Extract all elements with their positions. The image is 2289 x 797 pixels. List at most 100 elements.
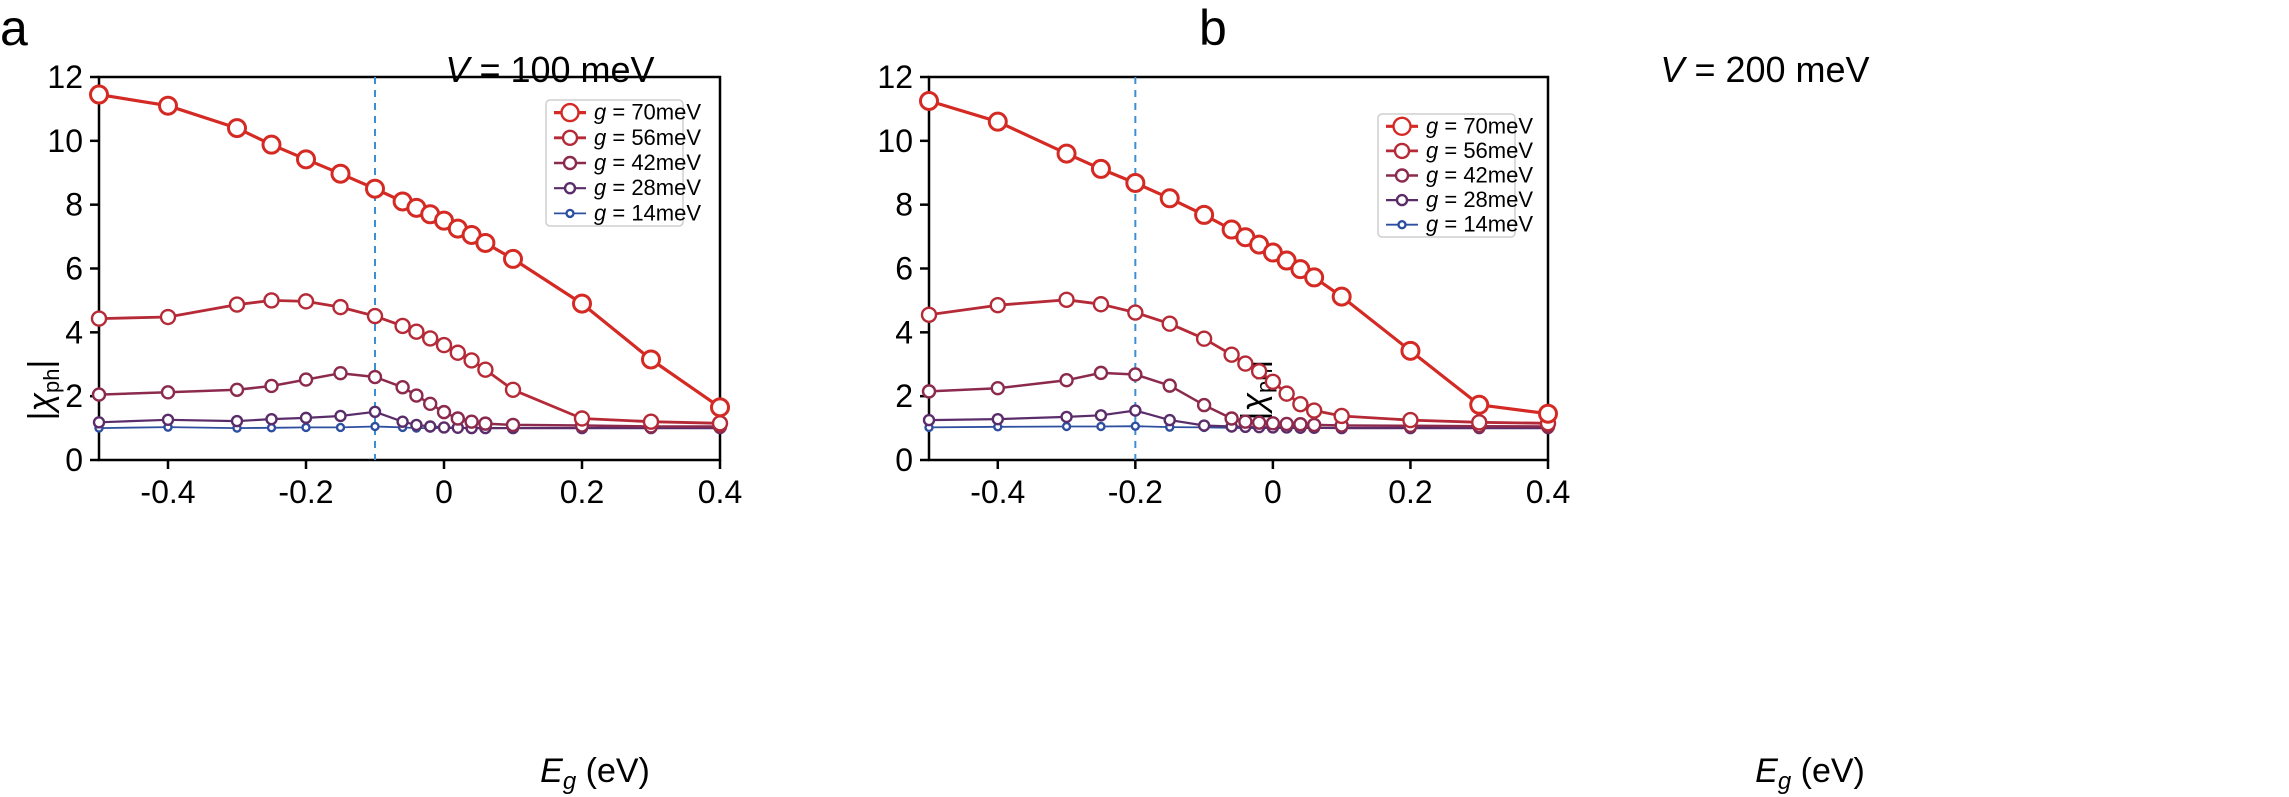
data-point xyxy=(449,344,466,361)
y-tick-label: 6 xyxy=(65,251,83,287)
data-point xyxy=(158,95,178,116)
data-point xyxy=(366,307,384,325)
ylabel-subscript: ph xyxy=(39,368,64,392)
legend-marker xyxy=(565,208,575,219)
title-variable: V xyxy=(1660,49,1687,90)
data-point xyxy=(1163,413,1176,427)
xlabel-unit: (eV) xyxy=(576,752,650,790)
data-point xyxy=(230,414,244,428)
data-point xyxy=(1162,378,1177,393)
legend-box xyxy=(545,99,684,227)
data-point xyxy=(991,412,1004,426)
data-point xyxy=(920,306,938,323)
data-point xyxy=(229,382,245,397)
data-point xyxy=(1305,402,1323,419)
data-point xyxy=(504,381,522,398)
data-point xyxy=(1096,421,1106,432)
data-point xyxy=(1238,414,1253,429)
data-point xyxy=(422,330,439,347)
data-point xyxy=(1333,407,1350,425)
x-tick-label: 0 xyxy=(1264,474,1282,510)
data-point xyxy=(1278,385,1295,402)
y-tick-label: 6 xyxy=(895,251,913,287)
svg-text:|χph|: |χph| xyxy=(22,360,64,421)
data-point xyxy=(1127,304,1144,321)
y-tick-label: 0 xyxy=(895,442,913,478)
data-point xyxy=(1161,315,1178,332)
legend-label: g = 56meV xyxy=(1426,138,1533,163)
data-point xyxy=(437,421,451,434)
data-point xyxy=(1197,419,1211,432)
data-point xyxy=(1251,415,1267,430)
data-point xyxy=(1224,411,1239,426)
data-point xyxy=(1250,363,1268,380)
legend-label: g = 70meV xyxy=(594,100,701,125)
data-point xyxy=(296,149,316,170)
data-point xyxy=(1264,373,1282,391)
y-tick-label: 4 xyxy=(895,314,913,350)
data-point xyxy=(410,418,423,432)
data-point xyxy=(990,380,1005,396)
y-tick-label: 8 xyxy=(65,187,83,223)
data-point xyxy=(1306,417,1322,433)
data-point xyxy=(368,405,382,419)
data-point xyxy=(641,349,661,370)
data-point xyxy=(1276,250,1297,271)
legend-label: g = 42meV xyxy=(1426,163,1533,188)
data-point xyxy=(370,421,380,432)
data-point xyxy=(710,397,730,418)
panel-letter-a: a xyxy=(0,0,28,56)
x-tick-label: 0.2 xyxy=(1388,474,1432,510)
data-point xyxy=(228,296,246,313)
title-value: = 200 meV xyxy=(1684,49,1869,90)
data-point xyxy=(1279,416,1294,432)
data-point xyxy=(503,248,523,269)
xlabel-subscript: g xyxy=(563,768,577,795)
data-point xyxy=(475,232,496,253)
ylabel-variable: χ xyxy=(1235,392,1273,415)
legend-marker xyxy=(1395,193,1409,207)
data-point xyxy=(1293,417,1308,432)
data-point xyxy=(711,415,729,432)
legend-marker xyxy=(561,129,579,147)
legend-label: g = 14meV xyxy=(1426,212,1533,237)
data-point xyxy=(90,310,108,327)
x-tick-label: 0.2 xyxy=(560,474,604,510)
data-point xyxy=(332,298,349,316)
x-tick-label: -0.4 xyxy=(140,474,195,510)
data-point xyxy=(396,415,409,428)
data-point xyxy=(1331,286,1352,307)
data-point xyxy=(365,178,385,199)
data-point xyxy=(160,385,176,400)
data-point xyxy=(1265,416,1281,431)
data-point xyxy=(297,293,315,310)
data-point xyxy=(159,308,177,326)
data-point xyxy=(333,365,348,381)
data-point xyxy=(1059,373,1074,388)
x-tick-label: -0.2 xyxy=(278,474,333,510)
data-point xyxy=(265,412,278,426)
data-point xyxy=(1292,395,1309,413)
data-point xyxy=(987,111,1008,132)
x-tick-label: 0.4 xyxy=(1526,474,1570,510)
series-line xyxy=(98,298,721,425)
legend-marker xyxy=(1393,142,1411,160)
data-point xyxy=(335,422,346,433)
title-variable: V xyxy=(445,49,472,90)
legend-label: g = 28meV xyxy=(594,175,701,200)
y-tick-label: 12 xyxy=(877,59,913,95)
y-tick-label: 4 xyxy=(65,314,83,350)
data-point xyxy=(642,413,660,430)
data-point xyxy=(1400,340,1421,361)
legend-marker xyxy=(563,181,577,195)
x-tick-label: 0 xyxy=(435,474,453,510)
chart-title-b: V = 200 meV xyxy=(1660,49,1869,90)
legend-box xyxy=(1377,113,1516,238)
data-point xyxy=(1060,410,1073,424)
data-point xyxy=(919,90,939,111)
data-point xyxy=(1304,267,1325,288)
data-point xyxy=(1090,158,1111,179)
data-point xyxy=(263,292,280,309)
legend-label: g = 70meV xyxy=(1426,113,1533,138)
